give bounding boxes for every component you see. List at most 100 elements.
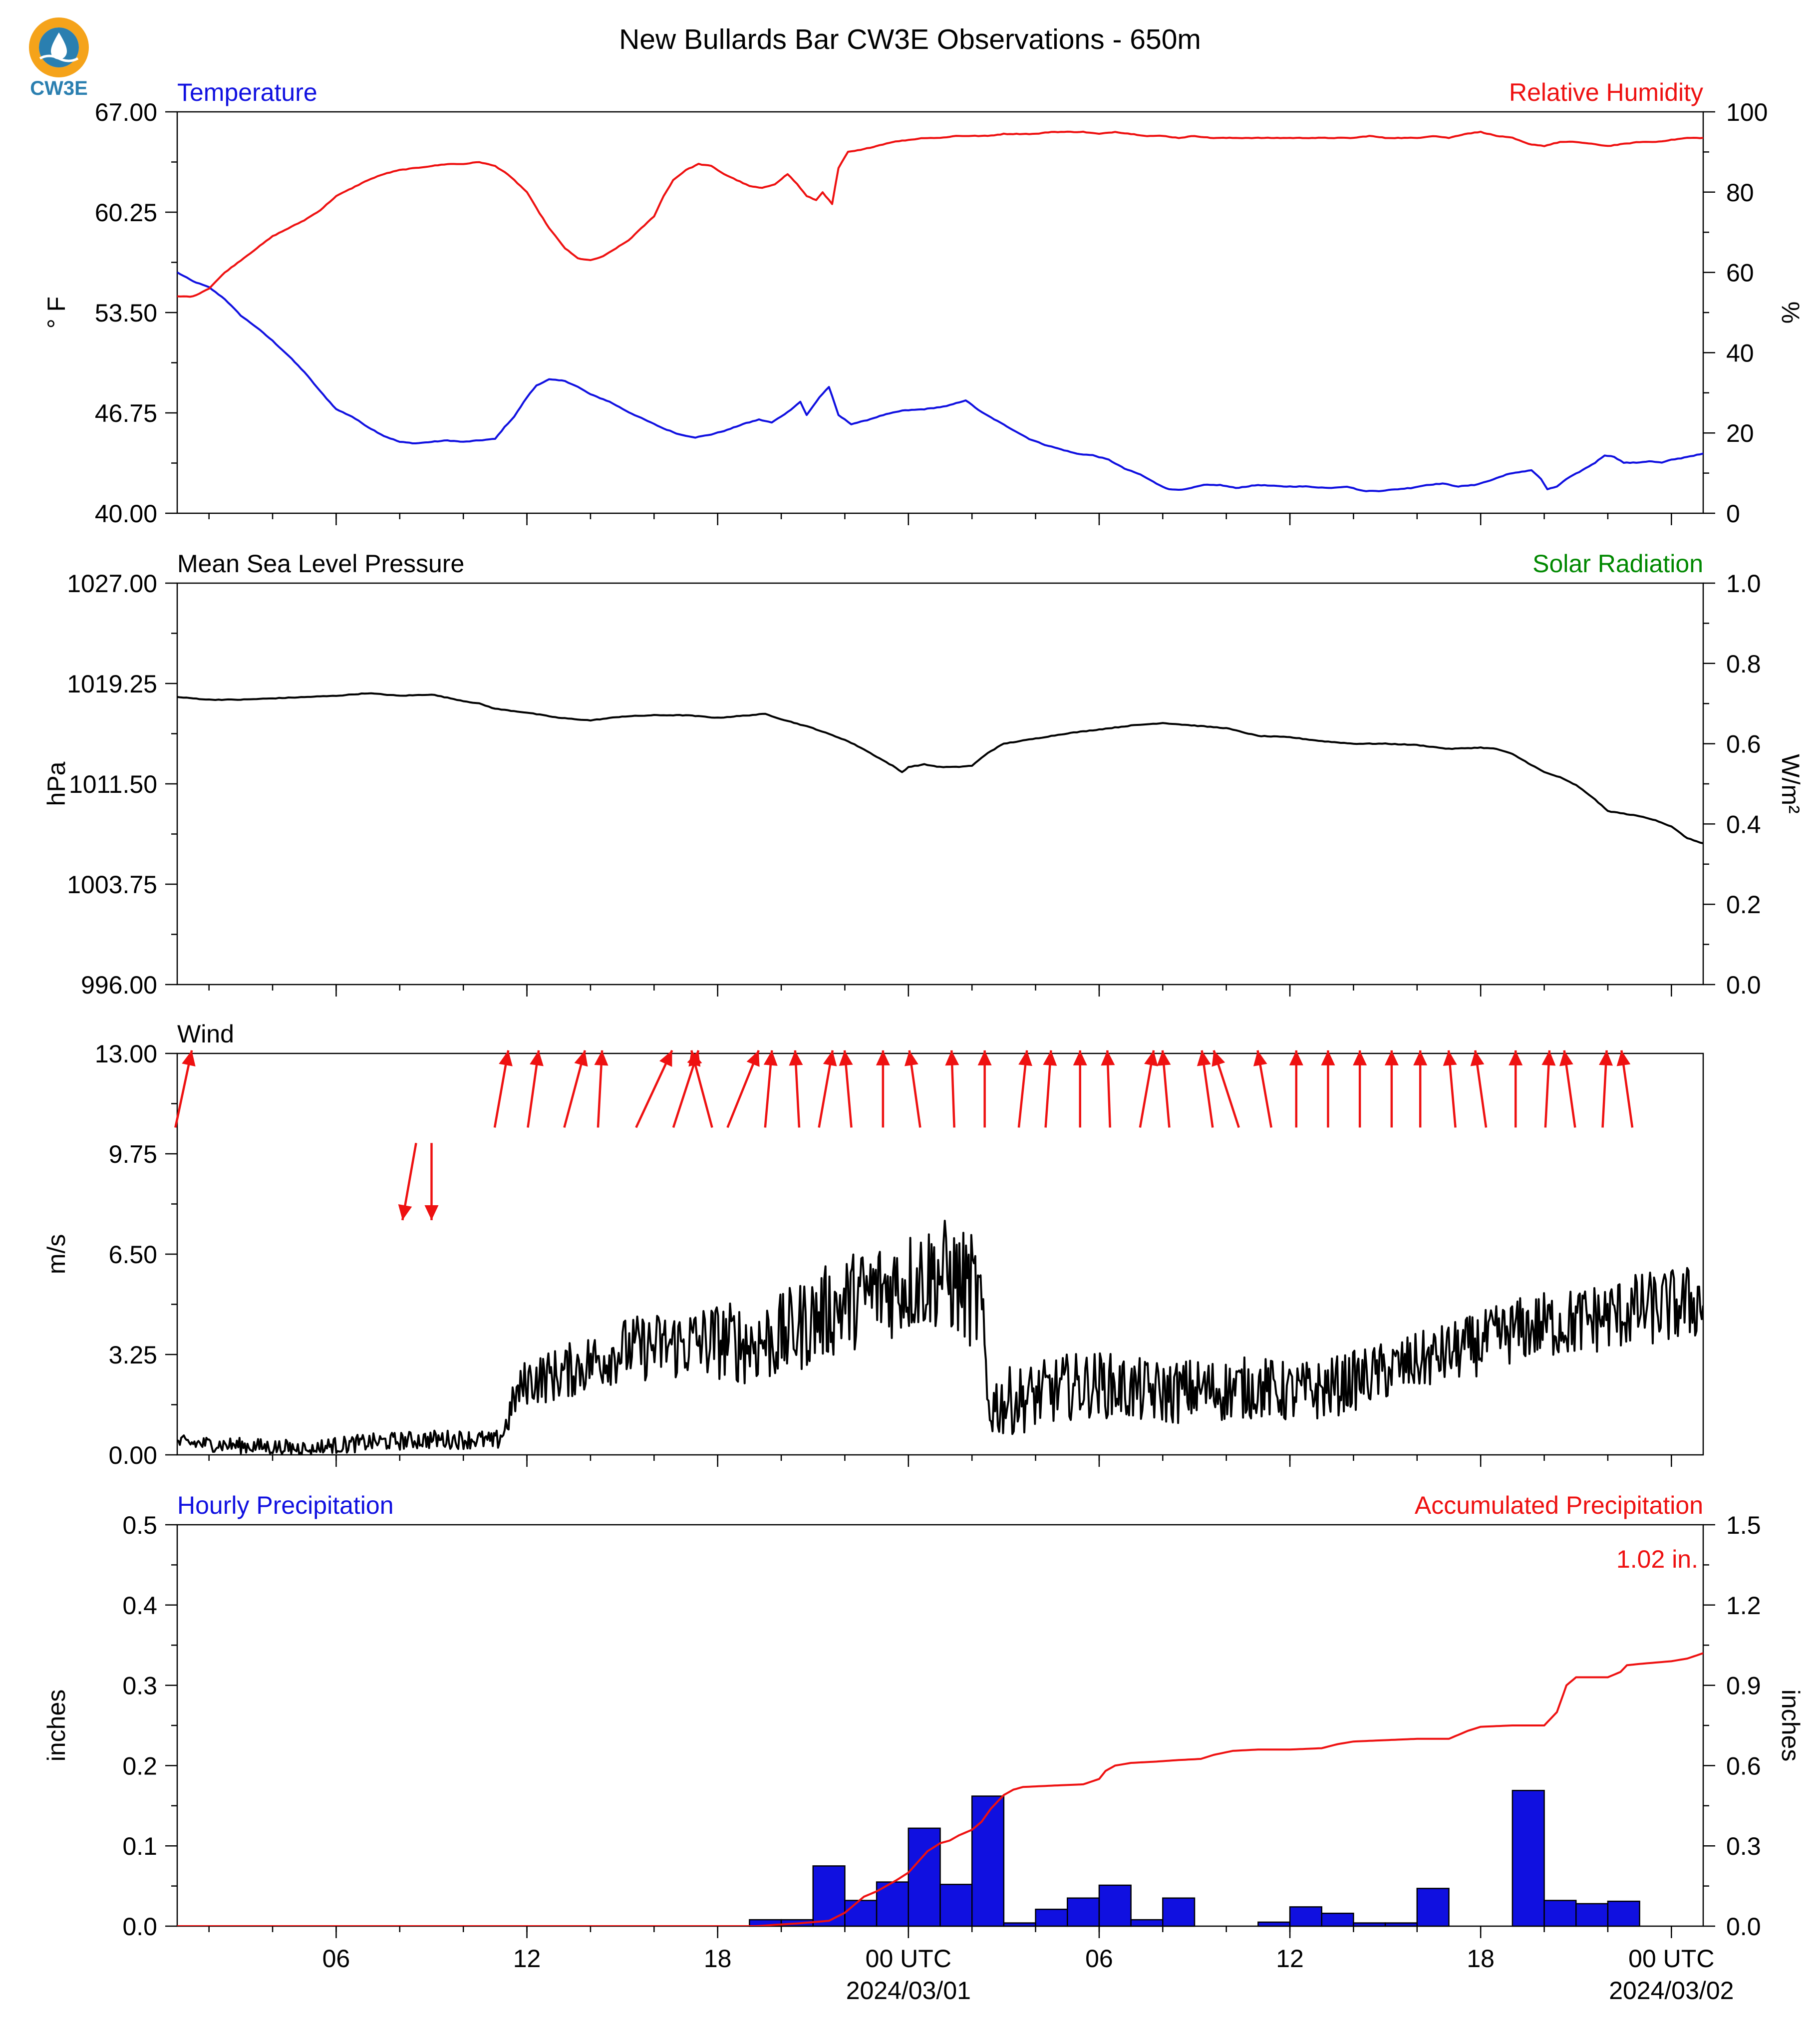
wind-arrow-head — [1043, 1050, 1057, 1066]
y-right-axis-label: inches — [1777, 1690, 1805, 1762]
droplet-icon — [51, 32, 67, 59]
y-left-tick-label: 0.2 — [122, 1752, 157, 1780]
precip-bar — [1257, 1921, 1291, 1927]
y-right-tick-label: 0.4 — [1726, 810, 1761, 838]
y-left-tick-label: 1019.25 — [67, 670, 157, 698]
wind-arrow — [818, 1050, 837, 1128]
wind-arrow — [977, 1050, 992, 1128]
wind-arrow — [174, 1050, 196, 1128]
wind-arrow-head — [763, 1050, 778, 1066]
y-right-tick-label: 0.8 — [1726, 650, 1761, 678]
wind-arrow-head — [530, 1050, 544, 1066]
y-right-tick-label: 1.0 — [1726, 570, 1761, 598]
y-right-tick-label: 0.3 — [1726, 1832, 1761, 1860]
y-left-tick-label: 1027.00 — [67, 570, 157, 598]
series-line-1 — [177, 271, 1703, 492]
precip-bar — [1543, 1900, 1577, 1927]
precip-bar — [1098, 1884, 1132, 1927]
wind-arrow-head — [574, 1050, 588, 1067]
panel-right-title: Relative Humidity — [1509, 78, 1703, 106]
y-left-tick-label: 0.0 — [122, 1913, 157, 1941]
wind-arrow-head — [1470, 1050, 1485, 1066]
precip-bar — [908, 1827, 941, 1927]
wind-arrow — [1321, 1050, 1335, 1128]
y-left-tick-label: 0.5 — [122, 1511, 157, 1539]
wind-arrow-head — [977, 1050, 992, 1065]
x-date-label: 2024/03/01 — [846, 1977, 971, 2005]
precip-bar — [1067, 1897, 1100, 1927]
precip-bar — [1384, 1922, 1418, 1927]
panel-3: 0.00 3.25 6.50 9.75 13.00 Wind m/s — [42, 1020, 1704, 1469]
logo-text: CW3E — [30, 77, 88, 99]
precip-bar — [1289, 1906, 1322, 1927]
wind-arrow — [839, 1050, 853, 1128]
wind-arrow — [1559, 1050, 1576, 1128]
wind-arrow-head — [1197, 1050, 1211, 1066]
precip-bar — [1353, 1922, 1386, 1927]
y-left-tick-label: 40.00 — [95, 500, 157, 528]
wind-arrow-head — [1101, 1050, 1115, 1066]
precip-bar — [812, 1865, 846, 1927]
y-right-tick-label: 0.9 — [1726, 1672, 1761, 1700]
wind-arrow-head — [1559, 1050, 1573, 1066]
y-left-tick-label: 13.00 — [95, 1040, 157, 1068]
precip-bar — [844, 1900, 878, 1927]
wind-arrow-head — [1599, 1050, 1613, 1066]
y-left-tick-label: 0.4 — [122, 1592, 157, 1620]
panel-left-title: Mean Sea Level Pressure — [177, 550, 464, 578]
series-line-2 — [177, 130, 1703, 298]
y-left-tick-label: 1011.50 — [69, 770, 157, 798]
y-right-axis-label: W/m² — [1777, 754, 1805, 813]
panel-1: 40.00 46.75 53.50 60.25 67.00 0 20 40 60 80 100 Tem… — [42, 78, 1805, 528]
precip-bar — [1130, 1919, 1164, 1927]
wind-arrow — [398, 1142, 417, 1221]
y-right-tick-label: 0.0 — [1726, 1913, 1761, 1941]
wind-arrow-head — [1212, 1050, 1225, 1067]
wind-arrow — [1212, 1050, 1240, 1128]
wind-arrow — [904, 1050, 921, 1128]
wind-arrow-head — [1321, 1050, 1335, 1065]
panel-4: 06 12 18 00 UTC 2024/03/01 06 12 18 00 UTC 2024/0… — [42, 1491, 1805, 2005]
y-left-axis-label: inches — [42, 1690, 70, 1762]
wind-arrow — [563, 1050, 588, 1128]
y-left-tick-label: 60.25 — [95, 199, 157, 227]
wind-arrow-head — [659, 1050, 672, 1067]
wind-arrow-head — [182, 1050, 196, 1067]
x-date-label: 2024/03/02 — [1609, 1977, 1734, 2005]
precip-bar — [1607, 1900, 1640, 1927]
x-tick-label: 12 — [1276, 1945, 1304, 1973]
series-line-1 — [177, 1652, 1703, 1926]
wave-icon — [39, 54, 79, 62]
wind-arrow-head — [1289, 1050, 1303, 1065]
wind-arrow-head — [823, 1050, 837, 1066]
y-left-axis-label: ° F — [42, 297, 70, 329]
x-tick-label: 18 — [704, 1945, 732, 1973]
y-right-tick-label: 0.6 — [1726, 1752, 1761, 1780]
y-left-tick-label: 9.75 — [109, 1140, 157, 1168]
wind-arrow — [1470, 1050, 1488, 1128]
panel-left-title: Wind — [177, 1020, 234, 1048]
y-left-tick-label: 6.50 — [109, 1241, 157, 1269]
wind-arrow-head — [688, 1050, 702, 1067]
y-left-tick-label: 0.00 — [109, 1441, 157, 1469]
y-right-tick-label: 0 — [1726, 500, 1740, 528]
x-tick-label: 18 — [1467, 1945, 1495, 1973]
wind-arrow-head — [839, 1050, 853, 1066]
panel-right-title: Solar Radiation — [1532, 550, 1703, 578]
y-left-tick-label: 996.00 — [81, 971, 157, 999]
wind-arrow-head — [945, 1050, 959, 1066]
chart-title: New Bullards Bar CW3E Observations - 650… — [619, 23, 1201, 55]
panel-2: 996.00 1003.75 1011.50 1019.25 1027.00 0.0 0.2… — [42, 550, 1805, 999]
y-left-tick-label: 53.50 — [95, 299, 157, 327]
wind-arrow — [688, 1050, 713, 1128]
y-left-tick-label: 67.00 — [95, 98, 157, 126]
precip-bar — [1321, 1913, 1354, 1927]
wind-arrow — [1157, 1050, 1171, 1128]
wind-arrow — [1616, 1050, 1634, 1128]
y-left-tick-label: 3.25 — [109, 1341, 157, 1369]
wind-arrow-head — [1541, 1050, 1556, 1066]
x-tick-label: 06 — [1085, 1945, 1113, 1973]
wind-arrow — [1509, 1050, 1523, 1128]
panels: 40.00 46.75 53.50 60.25 67.00 0 20 40 60 80 100 Tem… — [42, 78, 1805, 2005]
